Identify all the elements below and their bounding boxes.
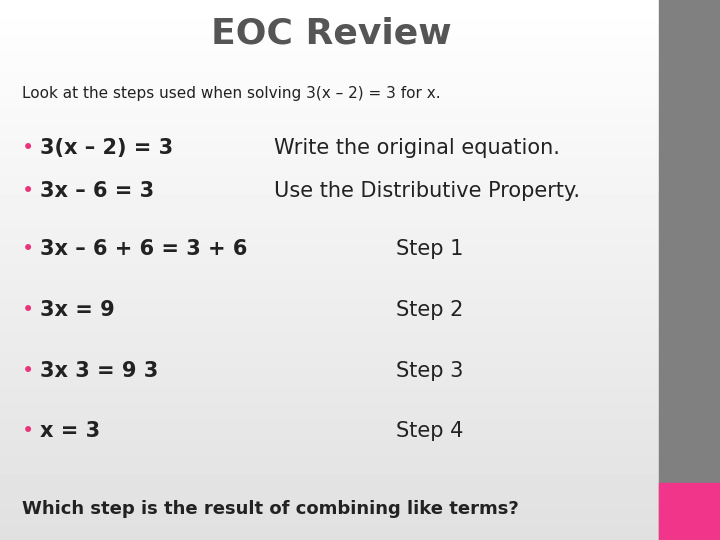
Text: 3x 3 = 9 3: 3x 3 = 9 3 (40, 361, 158, 381)
Text: EOC Review: EOC Review (211, 16, 451, 50)
Text: Step 4: Step 4 (396, 421, 464, 441)
Text: Write the original equation.: Write the original equation. (274, 138, 559, 158)
Bar (659, 483, 720, 540)
Text: •: • (22, 421, 34, 441)
Text: x = 3: x = 3 (40, 421, 100, 441)
Text: 3(x – 2) = 3: 3(x – 2) = 3 (40, 138, 173, 158)
Text: Step 1: Step 1 (396, 239, 464, 259)
Text: Step 2: Step 2 (396, 300, 464, 320)
Text: Use the Distributive Property.: Use the Distributive Property. (274, 181, 580, 201)
Text: •: • (22, 239, 34, 259)
Text: 3x = 9: 3x = 9 (40, 300, 114, 320)
Text: Look at the steps used when solving 3(x – 2) = 3 for x.: Look at the steps used when solving 3(x … (22, 86, 440, 102)
Text: •: • (22, 138, 34, 158)
Text: Which step is the result of combining like terms?: Which step is the result of combining li… (22, 500, 518, 517)
Text: •: • (22, 361, 34, 381)
Text: •: • (22, 181, 34, 201)
Text: 3x – 6 = 3: 3x – 6 = 3 (40, 181, 154, 201)
Text: 3x – 6 + 6 = 3 + 6: 3x – 6 + 6 = 3 + 6 (40, 239, 247, 259)
Bar (659, 0, 720, 540)
Text: •: • (22, 300, 34, 320)
Text: Step 3: Step 3 (396, 361, 464, 381)
